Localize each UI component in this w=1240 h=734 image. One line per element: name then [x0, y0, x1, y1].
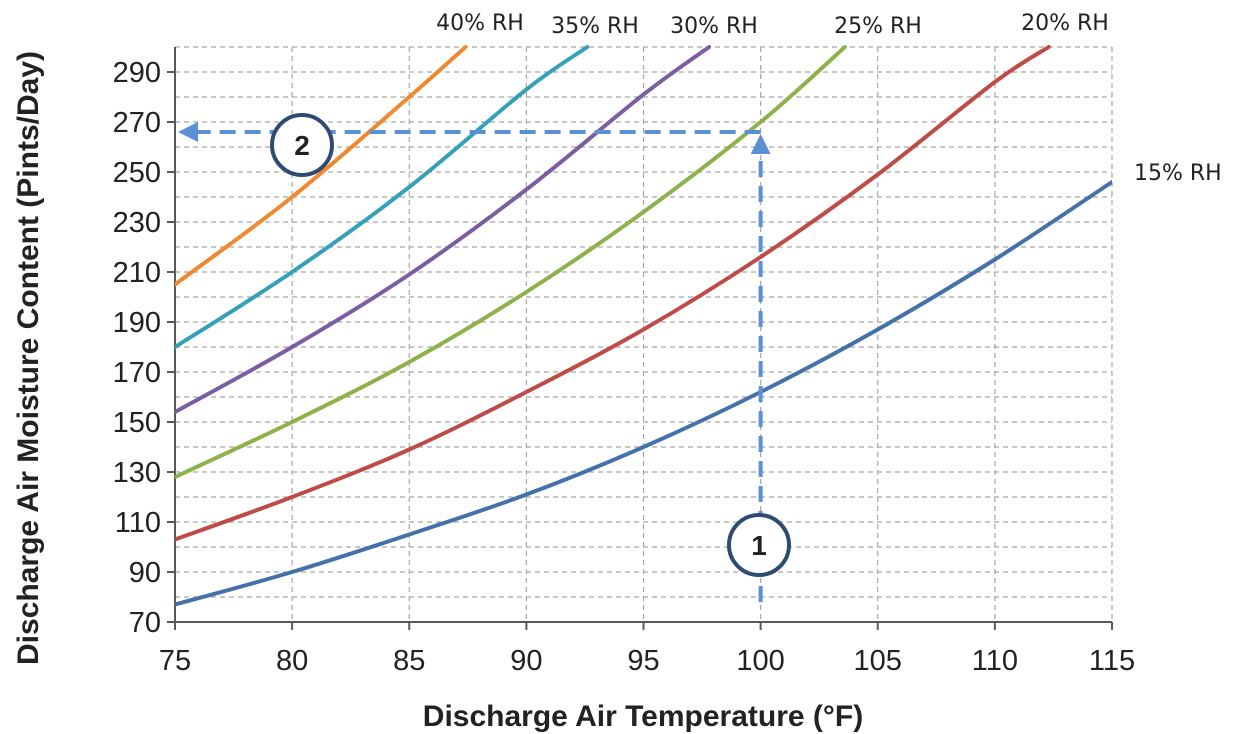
series-line-20rh [175, 45, 1051, 542]
axes: 75 80 85 90 95 100 105 110 115 70 90 110 130 150 170 19… [113, 47, 1135, 677]
y-tick-label: 250 [113, 157, 161, 189]
series-label: 40% RH [436, 11, 524, 36]
y-tick-label: 230 [113, 207, 161, 239]
x-tick-label: 95 [627, 645, 659, 677]
series-line-15rh [175, 180, 1112, 607]
marker-label-1: 1 [751, 530, 767, 561]
y-tick-label: 150 [113, 407, 161, 439]
series-line-25rh [175, 45, 847, 479]
x-tick-label: 100 [736, 645, 784, 677]
series-label: 35% RH [551, 14, 639, 39]
y-tick-label: 90 [129, 557, 161, 589]
y-tick-label: 110 [115, 507, 161, 539]
y-tick-label: 210 [113, 257, 161, 289]
marker-circle-1 [727, 513, 791, 577]
series-label: 20% RH [1021, 11, 1109, 36]
x-tick-label: 85 [393, 645, 425, 677]
x-axis-title: Discharge Air Temperature (°F) [423, 700, 863, 733]
x-tick-label: 105 [854, 645, 902, 677]
y-tick-label: 70 [129, 607, 161, 639]
y-axis-title: Discharge Air Moisture Content (Pints/Da… [12, 51, 45, 665]
series-label: 25% RH [834, 14, 922, 39]
labels: 15% RH 20% RH 25% RH 30% RH 35% RH 40% RH 1 2 [270, 11, 1222, 577]
y-tick-label: 190 [113, 307, 161, 339]
x-tick-label: 90 [510, 645, 542, 677]
guide-arrowhead-up [750, 134, 771, 154]
series-line-40rh [175, 45, 468, 287]
guide-arrowhead-left [178, 122, 198, 142]
series-label: 30% RH [670, 14, 758, 39]
y-tick-label: 170 [113, 357, 161, 389]
series-lines [175, 45, 1112, 607]
x-tick-label: 80 [276, 645, 308, 677]
y-tick-label: 290 [113, 57, 161, 89]
series-label: 15% RH [1134, 161, 1222, 186]
y-tick-label: 130 [113, 457, 161, 489]
x-tick-label: 115 [1089, 645, 1135, 677]
series-line-30rh [175, 45, 712, 414]
x-tick-label: 110 [972, 645, 1018, 677]
marker-circle-2 [270, 113, 334, 177]
marker-label-2: 2 [294, 130, 310, 161]
x-tick-label: 75 [159, 645, 191, 677]
series-line-35rh [175, 45, 590, 349]
y-tick-label: 270 [113, 107, 161, 139]
